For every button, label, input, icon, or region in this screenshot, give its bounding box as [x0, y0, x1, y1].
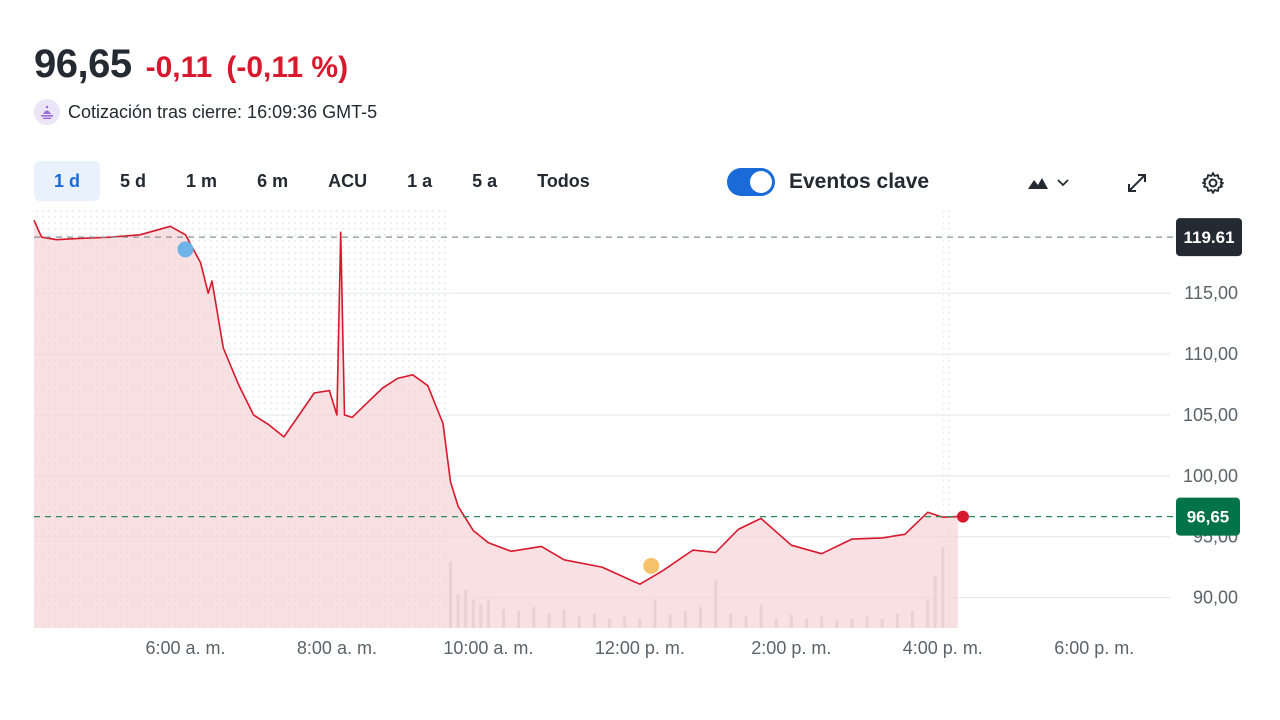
key-events-label: Eventos clave	[789, 170, 930, 193]
afterhours-shading	[942, 208, 951, 628]
x-tick-label: 4:00 p. m.	[903, 638, 983, 658]
x-tick-label: 10:00 a. m.	[443, 638, 533, 658]
x-tick-label: 6:00 p. m.	[1054, 638, 1134, 658]
x-tick-label: 12:00 p. m.	[595, 638, 685, 658]
y-tick-label: 105,00	[1183, 405, 1238, 425]
previous-close-badge-label: 119.61	[1183, 228, 1234, 247]
last-price-dot	[956, 510, 969, 523]
y-tick-label: 110,00	[1184, 344, 1238, 364]
event-marker	[177, 241, 194, 258]
y-tick-label: 115,00	[1184, 283, 1238, 303]
mountain-icon	[1028, 178, 1048, 189]
previous-close-badge: 119.61	[1176, 218, 1242, 257]
tab-1d[interactable]: 1 d	[34, 161, 101, 201]
settings-button[interactable]	[1198, 168, 1228, 198]
x-tick-label: 8:00 a. m.	[297, 638, 377, 658]
y-tick-label: 100,00	[1183, 466, 1238, 486]
price-badges: 119.61 96,65	[1176, 218, 1242, 536]
toggle-knob	[750, 171, 772, 193]
current-price-badge: 96,65	[1176, 497, 1240, 536]
x-tick-label: 6:00 a. m.	[145, 638, 225, 658]
tab-5d[interactable]: 5 d	[120, 170, 147, 191]
after-hours-label: Cotización tras cierre: 16:09:36 GMT-5	[68, 101, 378, 122]
price-change-percent: (-0,11 %)	[226, 51, 349, 84]
range-tabs: 1 d 5 d 1 m 6 m ACU 1 a 5 a Todos	[34, 161, 610, 201]
tab-1y[interactable]: 1 a	[407, 170, 433, 191]
price-area	[33, 219, 958, 628]
expand-icon	[1128, 174, 1146, 192]
moon-icon	[34, 99, 60, 125]
tab-1m[interactable]: 1 m	[186, 170, 218, 191]
y-tick-label: 90,00	[1193, 588, 1238, 608]
x-axis: 6:00 a. m. 8:00 a. m. 10:00 a. m. 12:00 p. …	[145, 638, 1134, 658]
current-price-badge-label: 96,65	[1187, 508, 1230, 527]
current-price: 96,65	[34, 42, 132, 86]
chevron-down-icon	[1057, 179, 1069, 187]
gear-icon	[1202, 172, 1224, 194]
quote-header: 96,65 -0,11 (-0,11 %)	[34, 42, 348, 87]
x-tick-label: 2:00 p. m.	[751, 638, 831, 658]
reference-lines	[34, 236, 1240, 518]
price-area-fill	[34, 220, 958, 628]
chart-type-button[interactable]	[1020, 168, 1076, 198]
tab-ytd[interactable]: ACU	[328, 170, 368, 191]
previous-close-badge-bg	[1176, 218, 1242, 257]
tab-6m[interactable]: 6 m	[257, 170, 289, 191]
price-change: -0,11	[145, 51, 213, 84]
current-price-badge-bg	[1176, 497, 1240, 536]
expand-button[interactable]	[1122, 168, 1152, 198]
event-marker	[643, 557, 660, 574]
key-events-toggle[interactable]	[727, 168, 775, 196]
key-events-toggle-group: Eventos clave	[727, 168, 929, 196]
tab-all[interactable]: Todos	[537, 170, 590, 191]
event-markers	[177, 241, 969, 574]
price-line	[33, 219, 958, 585]
tab-5y[interactable]: 5 a	[472, 170, 498, 191]
after-hours-info: Cotización tras cierre: 16:09:36 GMT-5	[34, 99, 377, 125]
